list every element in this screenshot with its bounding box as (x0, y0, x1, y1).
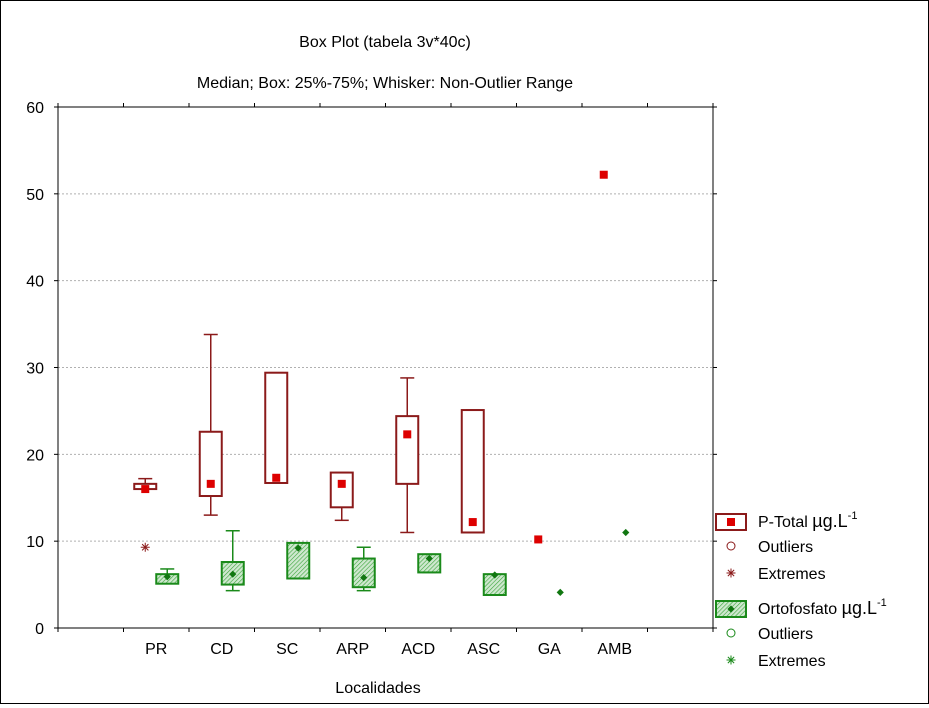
box-ptotal-acd (395, 377, 420, 534)
median-marker (622, 528, 630, 537)
median-marker (403, 430, 412, 439)
box-iqr (351, 557, 376, 589)
legend-series-label-unit: µg.L (812, 511, 847, 531)
legend-outlier-symbol (726, 541, 736, 551)
chart-title: Box Plot (tabela 3v*40c) (299, 34, 471, 51)
y-tick-label: 10 (26, 534, 44, 551)
median-marker (229, 570, 237, 578)
box-ortofosfato-ga (556, 588, 564, 596)
median-marker (360, 574, 368, 582)
legend-median-ptotal (727, 518, 735, 526)
box-iqr (198, 430, 223, 498)
legend-extremes-label-text: Extremes (758, 566, 826, 583)
y-tick-label: 50 (26, 187, 44, 204)
box-ptotal-arp (329, 471, 354, 522)
y-tick-label: 40 (26, 274, 44, 291)
x-axis-label: Localidades (335, 680, 420, 697)
y-tick-label: 60 (26, 100, 44, 117)
box-iqr (417, 553, 442, 574)
x-axis: PR CD SC ARP ACD ASC GA AMB (57, 103, 714, 658)
x-tick-label: SC (276, 641, 298, 658)
extreme-marker (140, 542, 150, 552)
box-ortofosfato-sc (286, 541, 311, 580)
median-marker (141, 485, 150, 494)
legend: P-Total µg.L-1OutliersExtremesOrtofosfat… (715, 510, 887, 670)
legend-series-label: Ortofosfato µg.L-1 (758, 597, 887, 618)
x-tick-label: ASC (467, 641, 500, 658)
y-tick-label: 20 (26, 447, 44, 464)
y-axis: 0 10 20 30 40 50 60 (26, 100, 717, 638)
plot-marks (133, 170, 630, 597)
legend-extreme-symbol (726, 568, 736, 578)
median-marker (337, 479, 346, 488)
median-marker (163, 573, 171, 581)
box-ortofosfato-cd (220, 529, 245, 592)
median-marker (491, 571, 499, 579)
y-tick-label: 30 (26, 361, 44, 378)
box-ortofosfato-arp (351, 546, 376, 592)
x-tick-label: PR (145, 641, 167, 658)
legend-outliers-label-text: Outliers (758, 626, 813, 643)
box-ortofosfato-amb (622, 528, 630, 537)
box-ptotal-sc (264, 371, 289, 484)
box-ptotal-pr (133, 477, 158, 552)
box-ortofosfato-pr (155, 568, 180, 585)
box-ortofosfato-acd (417, 553, 442, 574)
legend-extreme-symbol (726, 655, 736, 665)
legend-extremes-label: Extremes (758, 566, 826, 583)
legend-series-label-text: Ortofosfato (758, 601, 842, 618)
box-iqr (264, 371, 289, 484)
chart-subtitle: Median; Box: 25%-75%; Whisker: Non-Outli… (197, 75, 573, 92)
legend-outliers-label: Outliers (758, 539, 813, 556)
median-marker (206, 479, 215, 488)
legend-series-label-exponent: -1 (848, 510, 858, 522)
legend-extremes-label: Extremes (758, 653, 826, 670)
legend-series-label-text: P-Total (758, 514, 812, 531)
median-marker (425, 554, 433, 563)
x-tick-label: AMB (597, 641, 632, 658)
grid-lines (58, 193, 713, 542)
box-iqr (395, 415, 420, 485)
legend-median-ortofosfato (727, 605, 735, 613)
x-tick-label: GA (538, 641, 561, 658)
median-marker (294, 544, 302, 552)
y-tick-label: 0 (35, 621, 44, 638)
legend-outliers-label-text: Outliers (758, 539, 813, 556)
box-ptotal-amb (599, 170, 608, 179)
box-ptotal-ga (534, 535, 543, 544)
median-marker (468, 518, 477, 527)
box-iqr (329, 471, 354, 509)
median-marker (599, 170, 608, 179)
x-tick-label: ACD (401, 641, 435, 658)
legend-series-label: P-Total µg.L-1 (758, 510, 857, 531)
legend-series-label-exponent: -1 (877, 597, 887, 609)
x-tick-label: ARP (336, 641, 369, 658)
median-marker (272, 473, 281, 482)
legend-outliers-label: Outliers (758, 626, 813, 643)
legend-extremes-label-text: Extremes (758, 653, 826, 670)
box-ptotal-asc (460, 409, 485, 534)
legend-series-label-unit: µg.L (842, 598, 877, 618)
x-tick-label: CD (210, 641, 233, 658)
box-iqr (460, 409, 485, 534)
median-marker (534, 535, 543, 544)
box-ptotal-cd (198, 333, 223, 516)
box-ortofosfato-asc (482, 571, 507, 597)
median-marker (556, 588, 564, 596)
legend-outlier-symbol (726, 628, 736, 638)
box-iqr (286, 541, 311, 580)
